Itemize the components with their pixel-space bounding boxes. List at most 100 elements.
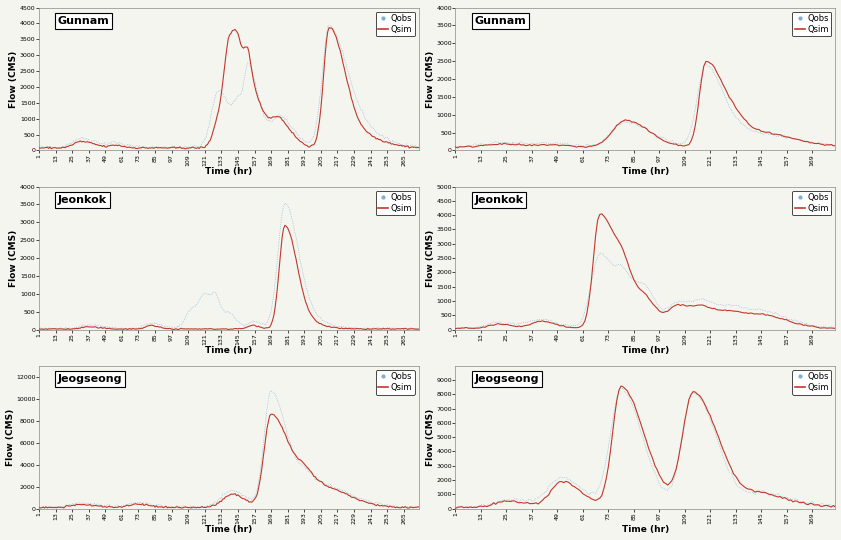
Line: Qsim: Qsim: [455, 386, 835, 509]
Qsim: [262, 113, 272, 119]
Qsim: [175, 144, 185, 150]
Qobs: [83, 136, 93, 143]
Qobs: [34, 325, 44, 332]
Qsim: [414, 144, 424, 151]
Qobs: [822, 325, 832, 331]
Qobs: [450, 325, 460, 332]
Qobs: [457, 325, 467, 331]
Qsim: [701, 58, 711, 65]
Qsim: [595, 211, 605, 218]
Qobs: [177, 504, 187, 511]
Line: Qsim: Qsim: [39, 414, 419, 508]
Qobs: [616, 386, 626, 392]
Qobs: [300, 466, 310, 472]
Line: Qsim: Qsim: [455, 62, 835, 148]
Qsim: [34, 145, 44, 151]
Qobs: [597, 476, 607, 482]
Legend: Qobs, Qsim: Qobs, Qsim: [376, 370, 415, 395]
Qobs: [63, 326, 73, 333]
Qsim: [450, 144, 460, 150]
Qobs: [497, 139, 507, 145]
Line: Qsim: Qsim: [39, 28, 419, 149]
Qsim: [299, 141, 309, 147]
X-axis label: Time (hr): Time (hr): [205, 346, 252, 355]
Qsim: [280, 222, 290, 228]
Qobs: [233, 489, 243, 495]
Text: Jeogseong: Jeogseong: [58, 374, 123, 384]
Qobs: [830, 503, 840, 509]
Qobs: [299, 137, 309, 144]
Qobs: [414, 503, 424, 510]
Qsim: [450, 326, 460, 332]
Text: Jeonkok: Jeonkok: [58, 195, 107, 205]
Qsim: [497, 141, 507, 148]
Qobs: [414, 325, 424, 332]
Qobs: [229, 98, 239, 104]
Qsim: [231, 492, 241, 499]
Line: Qobs: Qobs: [455, 63, 835, 147]
Qsim: [616, 383, 626, 389]
Qobs: [822, 504, 832, 510]
Qobs: [792, 136, 802, 143]
Qsim: [175, 504, 185, 510]
Text: Gunnam: Gunnam: [58, 16, 109, 26]
Legend: Qobs, Qsim: Qobs, Qsim: [376, 12, 415, 36]
Qsim: [597, 139, 607, 146]
Qsim: [790, 498, 800, 504]
Qobs: [414, 143, 424, 150]
Line: Qobs: Qobs: [39, 26, 419, 149]
Line: Qobs: Qobs: [39, 204, 419, 329]
Qsim: [403, 505, 413, 511]
Qobs: [531, 495, 541, 502]
Qobs: [792, 318, 802, 324]
Qobs: [822, 141, 832, 147]
Qsim: [830, 325, 840, 332]
Qsim: [822, 141, 832, 148]
Qsim: [227, 491, 237, 497]
Qobs: [136, 146, 146, 152]
Y-axis label: Flow (CMS): Flow (CMS): [426, 50, 435, 107]
Qobs: [531, 317, 541, 323]
Qsim: [177, 325, 187, 332]
Qsim: [300, 299, 310, 305]
X-axis label: Time (hr): Time (hr): [205, 167, 252, 176]
Qsim: [262, 325, 272, 331]
Qsim: [324, 24, 334, 31]
Qsim: [531, 142, 541, 149]
Qobs: [34, 144, 44, 150]
Legend: Qobs, Qsim: Qobs, Qsim: [792, 12, 831, 36]
Qobs: [83, 501, 93, 507]
Text: Jeonkok: Jeonkok: [474, 195, 524, 205]
Qsim: [34, 326, 44, 332]
Qsim: [299, 461, 309, 467]
Qobs: [450, 504, 460, 510]
Qsim: [495, 321, 505, 327]
Qobs: [266, 388, 276, 394]
Qsim: [529, 320, 539, 326]
Qsim: [414, 504, 424, 510]
Y-axis label: Flow (CMS): Flow (CMS): [426, 409, 435, 466]
Qobs: [177, 321, 187, 328]
Qsim: [830, 504, 840, 510]
Qobs: [531, 140, 541, 146]
Qsim: [792, 136, 802, 143]
Legend: Qobs, Qsim: Qobs, Qsim: [376, 191, 415, 215]
Qsim: [122, 326, 132, 333]
Qobs: [459, 144, 469, 150]
Qsim: [820, 325, 830, 331]
X-axis label: Time (hr): Time (hr): [621, 167, 669, 176]
Line: Qsim: Qsim: [455, 214, 835, 329]
Qsim: [229, 27, 239, 33]
Qsim: [595, 495, 605, 502]
Qsim: [457, 325, 467, 331]
Qobs: [34, 504, 44, 510]
Qobs: [262, 319, 272, 326]
Qsim: [450, 505, 460, 512]
Qsim: [452, 145, 463, 151]
Qobs: [229, 313, 239, 320]
Qobs: [830, 324, 840, 330]
Qsim: [459, 144, 469, 150]
Qsim: [457, 503, 467, 510]
Qobs: [177, 145, 187, 151]
Qobs: [262, 407, 272, 413]
